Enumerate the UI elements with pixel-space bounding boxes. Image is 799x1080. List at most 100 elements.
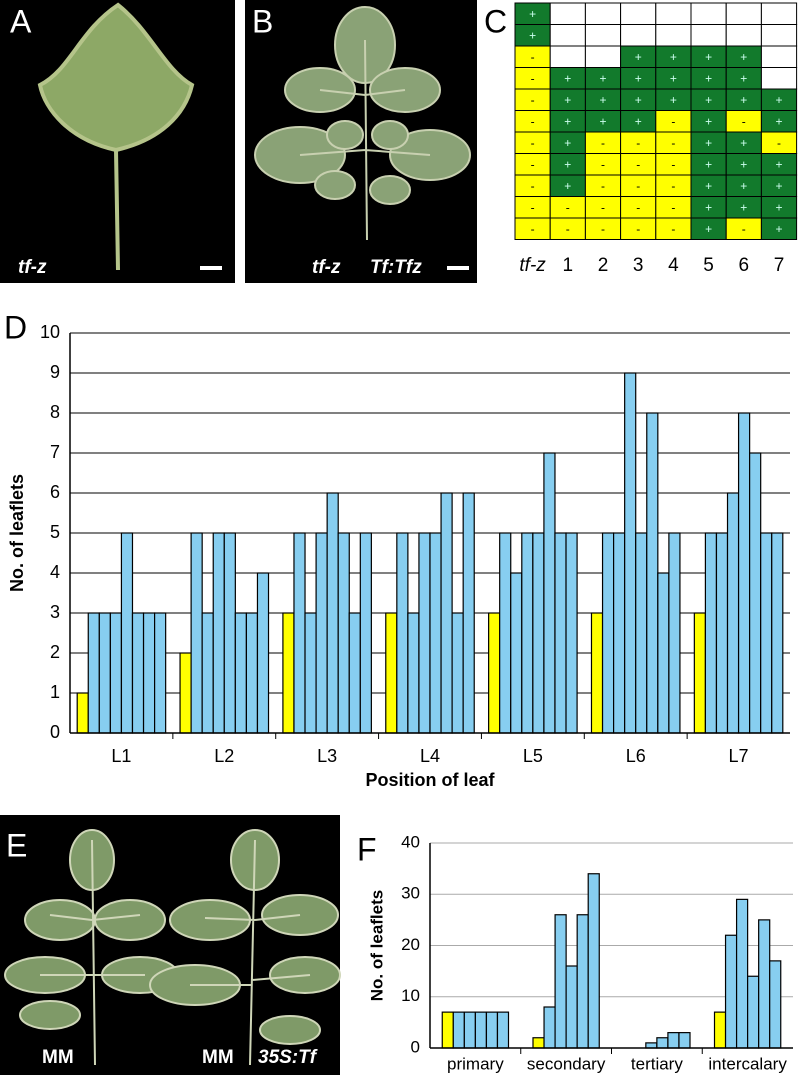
table-cell	[620, 24, 657, 47]
bar	[521, 532, 534, 734]
table-cell	[655, 24, 692, 47]
bar	[441, 1011, 454, 1049]
bar	[667, 1032, 680, 1049]
bar	[337, 532, 350, 734]
cell-symbol: +	[705, 136, 712, 150]
panel-letter: A	[10, 3, 32, 39]
cell-symbol: -	[601, 136, 605, 150]
cell-symbol: +	[740, 136, 747, 150]
cell-symbol: +	[670, 50, 677, 64]
photo-label: 35S:Tf	[258, 1047, 318, 1068]
x-tick-label: L5	[523, 746, 543, 766]
cell-symbol: +	[740, 157, 747, 171]
bar	[485, 1011, 499, 1049]
y-tick-label: 4	[50, 562, 60, 582]
cell-symbol: +	[564, 136, 571, 150]
table-cell	[655, 2, 692, 25]
table-cell	[549, 2, 586, 25]
cell-symbol: +	[599, 114, 606, 128]
bar	[749, 452, 762, 734]
y-tick-label: 0	[411, 1037, 420, 1056]
bar	[98, 612, 111, 734]
cell-symbol: -	[636, 222, 640, 236]
bar	[737, 412, 751, 734]
cell-symbol: +	[775, 157, 782, 171]
panel-letter: D	[4, 309, 27, 345]
bar	[532, 532, 545, 734]
photo-label: tf-z	[312, 257, 341, 278]
cell-symbol: +	[564, 179, 571, 193]
column-label: 3	[633, 255, 644, 276]
y-tick-label: 6	[50, 482, 60, 502]
y-tick-label: 2	[50, 642, 60, 662]
bar	[87, 612, 100, 734]
cell-symbol: -	[671, 222, 675, 236]
bar	[429, 532, 442, 734]
bar	[223, 532, 236, 734]
cell-symbol: -	[671, 157, 675, 171]
bar	[451, 612, 464, 734]
bar	[256, 572, 270, 734]
cell-symbol: -	[601, 200, 605, 214]
bar	[726, 492, 740, 734]
bar	[109, 612, 123, 734]
bar	[554, 914, 567, 1049]
cell-symbol: +	[705, 200, 712, 214]
cell-symbol: +	[775, 179, 782, 193]
cell-symbol: +	[635, 93, 642, 107]
cell-symbol: +	[670, 93, 677, 107]
cell-symbol: +	[564, 157, 571, 171]
column-label: 4	[668, 255, 679, 276]
table-cell	[584, 24, 622, 47]
bar	[282, 612, 295, 734]
cell-symbol: -	[531, 50, 535, 64]
cell-symbol: +	[529, 7, 536, 21]
cell-symbol: +	[705, 93, 712, 107]
y-tick-label: 9	[50, 362, 60, 382]
cell-symbol: +	[740, 200, 747, 214]
y-tick-label: 40	[401, 832, 420, 851]
bar	[154, 612, 167, 734]
table-cell	[725, 24, 762, 47]
x-tick-label: L3	[317, 746, 337, 766]
bar	[293, 532, 306, 734]
bar	[771, 532, 784, 734]
table-cell	[760, 45, 798, 68]
y-tick-label: 7	[50, 442, 60, 462]
panel-letter: C	[484, 3, 507, 39]
bar	[565, 532, 578, 734]
bar	[201, 612, 214, 734]
bar	[713, 1011, 727, 1049]
cell-symbol: +	[775, 200, 782, 214]
table-cell	[620, 2, 657, 25]
bar	[234, 612, 247, 734]
column-label: 7	[774, 255, 785, 276]
column-label: 6	[739, 255, 750, 276]
cell-symbol: +	[599, 71, 606, 85]
cell-symbol: -	[531, 222, 535, 236]
cell-symbol: +	[705, 222, 712, 236]
leaf	[4, 829, 341, 1066]
cell-symbol: -	[671, 114, 675, 128]
bar	[645, 1042, 658, 1049]
bar	[543, 452, 556, 734]
cell-symbol: +	[740, 179, 747, 193]
bar	[190, 532, 203, 734]
bar	[510, 572, 523, 734]
leaf	[254, 6, 471, 241]
cell-symbol: -	[636, 200, 640, 214]
y-tick-label: 10	[401, 986, 420, 1005]
bar	[326, 492, 339, 734]
bar	[678, 1032, 691, 1049]
y-axis-title: No. of leaflets	[367, 890, 386, 1001]
bar	[758, 919, 771, 1049]
bar	[407, 612, 420, 734]
cell-symbol: +	[705, 71, 712, 85]
x-tick-label: L6	[626, 746, 646, 766]
cell-symbol: +	[564, 114, 571, 128]
column-label: tf-z	[519, 255, 546, 276]
cell-symbol: +	[740, 93, 747, 107]
cell-symbol: +	[705, 179, 712, 193]
